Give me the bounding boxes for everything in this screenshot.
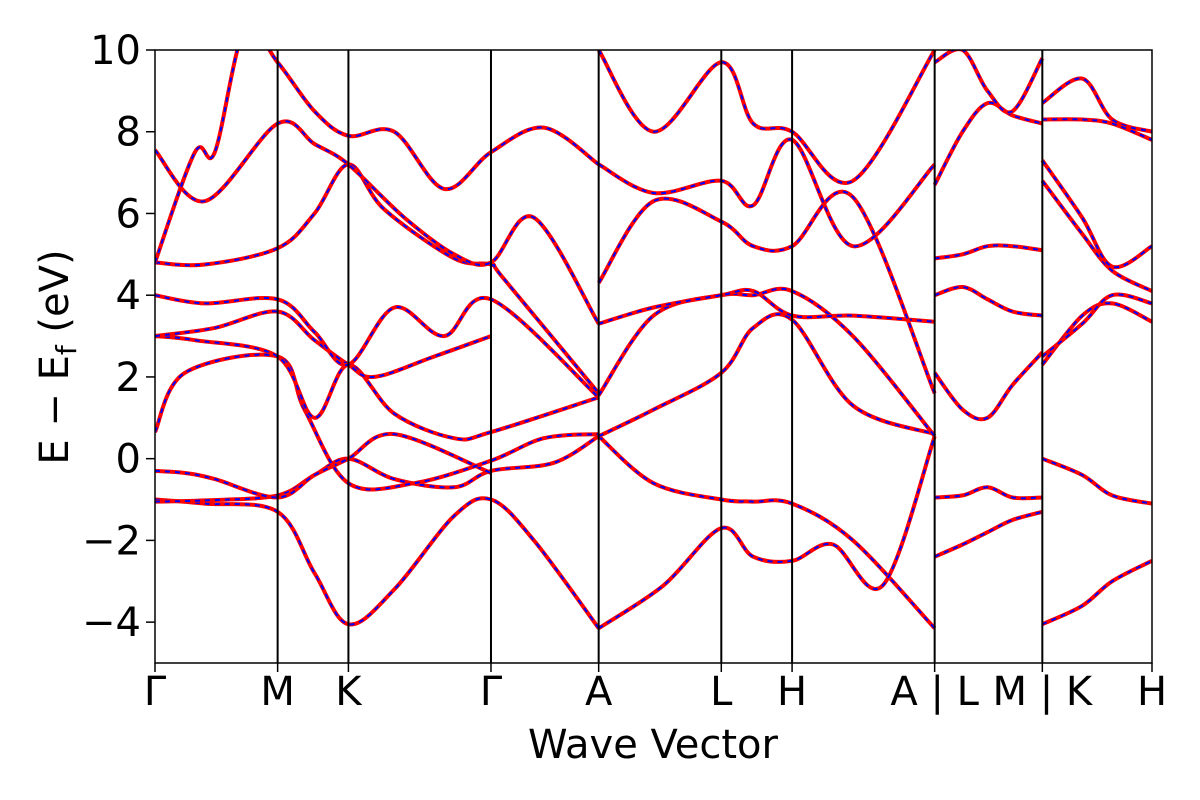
- band-line-dashed-32: [1041, 77, 1152, 133]
- band-line-21: [933, 351, 1044, 422]
- band-line-18: [596, 50, 937, 185]
- y-tick-label: 8: [116, 110, 141, 156]
- band-line-19: [934, 485, 1043, 501]
- band-line-dashed-17: [598, 138, 936, 248]
- plot-frame: [154, 49, 1153, 664]
- band-line-dashed-20: [934, 510, 1043, 558]
- y-tick-label: −4: [82, 600, 141, 646]
- y-axis-label-subscript: f: [50, 344, 83, 355]
- band-line-dashed-28: [1041, 302, 1152, 366]
- band-line-dashed-30: [1041, 180, 1152, 292]
- band-line-dashed-16: [597, 190, 936, 394]
- y-tick-label: 0: [116, 437, 141, 483]
- band-line-dashed-12: [598, 313, 936, 438]
- band-line-dashed-10: [155, 50, 600, 263]
- y-tick-label: 10: [90, 28, 141, 74]
- band-line-dashed-5: [155, 335, 600, 441]
- band-line-dashed-13: [598, 435, 936, 630]
- y-tick-label: −2: [82, 518, 141, 564]
- band-line-dashed-26: [1041, 559, 1152, 626]
- x-tick-label: K: [335, 669, 363, 715]
- band-line-13: [597, 435, 937, 630]
- band-line-dashed-31: [1041, 159, 1152, 269]
- y-axis-label-main: E − E: [32, 355, 78, 465]
- band-line-32: [1041, 76, 1152, 134]
- band-line-dashed-1: [155, 497, 600, 629]
- x-tick-label: Γ: [144, 669, 167, 715]
- y-tick-label: 4: [116, 273, 141, 319]
- band-line-5: [155, 334, 600, 442]
- band-line-dashed-23: [934, 244, 1043, 260]
- y-axis-label-unit: (eV): [32, 249, 78, 345]
- x-tick-label: A | L: [890, 669, 979, 715]
- band-line-10: [155, 50, 600, 264]
- band-line-dashed-11: [598, 435, 936, 629]
- x-tick-label: H: [1137, 669, 1167, 715]
- band-line-dashed-18: [597, 50, 936, 184]
- band-line-27: [1041, 456, 1152, 506]
- band-line-11: [597, 434, 937, 630]
- x-tick-label: M: [260, 669, 295, 715]
- band-line-20: [933, 509, 1043, 559]
- band-line-dashed-3: [155, 433, 492, 499]
- y-axis-label: E − Ef (eV): [32, 249, 83, 464]
- band-line-30: [1040, 179, 1152, 293]
- band-line-2: [155, 434, 600, 504]
- kpoint-lines: [276, 50, 1044, 663]
- band-line-31: [1040, 159, 1152, 270]
- band-line-dashed-9: [155, 120, 600, 325]
- x-tick-label: M | K: [993, 669, 1094, 715]
- band-line-dashed-2: [155, 435, 600, 503]
- bands-layer: [155, 50, 1152, 630]
- band-line-22: [934, 284, 1043, 318]
- band-line-9: [155, 119, 601, 325]
- band-line-dashed-29: [1041, 293, 1152, 358]
- y-axis: −4 −2 0 2 4 6 8 10: [82, 28, 155, 646]
- band-line-dashed-19: [934, 486, 1043, 500]
- band-line-17: [597, 137, 937, 249]
- band-line-dashed-22: [934, 285, 1043, 317]
- band-line-24: [932, 100, 1043, 186]
- x-tick-label: H: [777, 669, 807, 715]
- band-line-dashed-24: [933, 101, 1043, 186]
- band-line-dashed-21: [933, 351, 1044, 421]
- band-line-dashed-15: [598, 288, 935, 325]
- band-line-dashed-27: [1041, 457, 1152, 505]
- y-tick-label: 2: [116, 355, 141, 401]
- x-tick-label: A: [585, 669, 613, 715]
- band-line-dashed-8: [155, 163, 600, 394]
- x-axis-label: Wave Vector: [528, 722, 779, 768]
- x-tick-label: Γ: [480, 669, 503, 715]
- y-tick-label: 6: [116, 191, 141, 237]
- band-line-dashed-14: [597, 287, 936, 437]
- x-tick-label: L: [710, 669, 733, 715]
- band-line-dashed-33: [1042, 118, 1152, 141]
- band-line-dashed-4: [155, 353, 599, 491]
